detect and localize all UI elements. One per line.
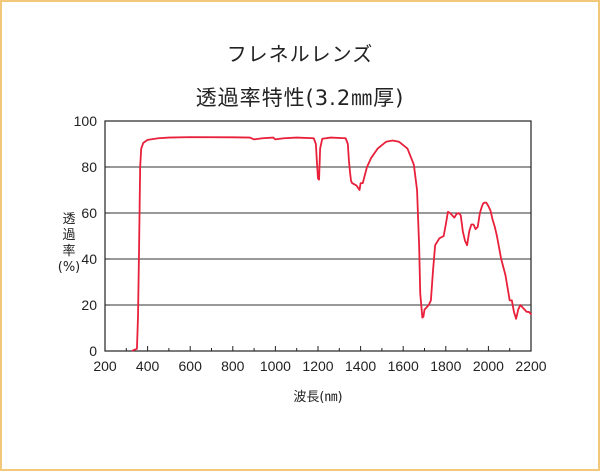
y-tick-label: 80 [81, 159, 97, 175]
y-tick-label: 100 [74, 113, 98, 129]
chart-title-line1: フレネルレンズ [226, 42, 374, 66]
y-tick-label: 0 [89, 343, 97, 359]
x-tick-label: 2200 [515, 358, 546, 374]
y-axis-label-line: 過 [62, 228, 76, 243]
transmittance-curve [131, 136, 532, 352]
y-axis-label-line: (%) [57, 260, 81, 275]
y-axis-label: 透 過 率 (%) [56, 212, 82, 276]
y-tick-label: 40 [81, 251, 97, 267]
y-tick-label: 20 [81, 297, 97, 313]
x-tick-label: 600 [179, 358, 203, 374]
x-tick-label: 1000 [260, 358, 291, 374]
x-tick-label: 800 [221, 358, 245, 374]
x-tick-label: 400 [136, 358, 160, 374]
x-axis-label: 波長(㎚) [293, 390, 343, 405]
x-tick-label: 2000 [473, 358, 504, 374]
x-tick-label: 1200 [302, 358, 333, 374]
y-axis-label-line: 率 [62, 244, 76, 259]
x-tick-label: 1400 [345, 358, 376, 374]
chart-title-line2: 透過率特性(3.2㎜厚) [195, 86, 405, 110]
y-axis-label-line: 透 [62, 212, 76, 227]
x-tick-label: 1800 [430, 358, 461, 374]
x-tick-label: 200 [93, 358, 117, 374]
y-tick-label: 60 [81, 205, 97, 221]
plot-area-border [104, 120, 532, 352]
x-tick-label: 1600 [388, 358, 419, 374]
